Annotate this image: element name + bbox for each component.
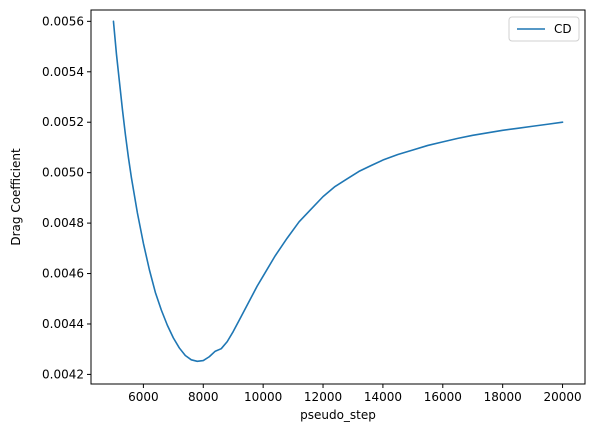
data-layer <box>112 20 564 363</box>
y-tick-label: 0.0046 <box>42 267 84 281</box>
x-tick-label: 20000 <box>543 390 581 404</box>
x-tick-label: 12000 <box>304 390 342 404</box>
x-tick-label: 6000 <box>128 390 159 404</box>
legend-label-cd: CD <box>554 22 572 36</box>
y-tick-label: 0.0048 <box>42 216 84 230</box>
series-line-cd <box>112 20 564 363</box>
x-tick-label: 14000 <box>364 390 402 404</box>
x-axis-label: pseudo_step <box>300 408 376 422</box>
y-axis-ticks: 0.0042 0.0044 0.0046 0.0048 0.0050 0.0052 0.00… <box>42 14 91 381</box>
x-axis-ticks: 6000 8000 10000 12000 14000 16000 18000 20000 <box>128 384 582 404</box>
y-tick-label: 0.0056 <box>42 14 84 28</box>
y-axis-label: Drag Coefficient <box>9 148 23 246</box>
legend: CD <box>508 16 580 42</box>
y-tick-label: 0.0050 <box>42 166 84 180</box>
x-tick-label: 10000 <box>244 390 282 404</box>
y-tick-label: 0.0044 <box>42 317 84 331</box>
y-tick-label: 0.0052 <box>42 115 84 129</box>
x-tick-label: 16000 <box>424 390 462 404</box>
y-tick-label: 0.0054 <box>42 65 84 79</box>
axes-frame <box>90 9 586 385</box>
x-tick-label: 8000 <box>188 390 219 404</box>
y-tick-label: 0.0042 <box>42 367 84 381</box>
x-tick-label: 18000 <box>484 390 522 404</box>
